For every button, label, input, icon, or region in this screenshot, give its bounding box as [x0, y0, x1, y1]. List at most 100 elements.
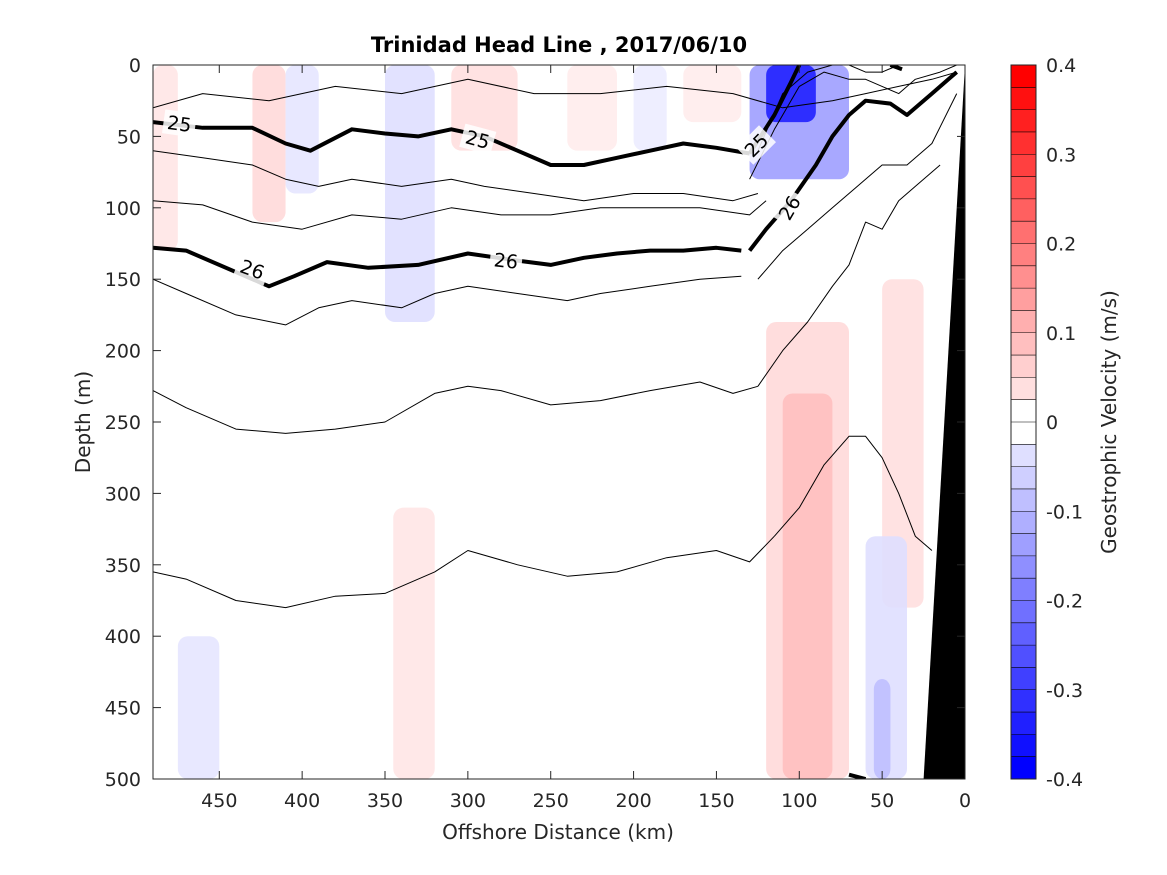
colorbar-segment — [1011, 555, 1036, 579]
isopycnal-line — [153, 275, 742, 326]
isopycnal-line — [153, 381, 759, 434]
colorbar-segment — [1011, 198, 1036, 222]
velocity-patch — [252, 65, 286, 223]
y-tick-label: 200 — [105, 341, 141, 363]
colorbar-segment — [1011, 600, 1036, 624]
colorbar-segment — [1011, 265, 1036, 289]
velocity-field — [153, 65, 924, 779]
y-tick-label: 500 — [105, 769, 141, 791]
x-tick-label: 400 — [284, 790, 320, 812]
colorbar-segment — [1011, 488, 1036, 512]
colorbar-segment — [1011, 332, 1036, 356]
contour-label-bg — [488, 246, 524, 275]
colorbar-segment — [1011, 756, 1036, 780]
y-tick-label: 150 — [105, 269, 141, 291]
colorbar-segment — [1011, 466, 1036, 490]
x-tick-label: 50 — [870, 790, 894, 812]
contour-label-bg — [161, 109, 198, 138]
colorbar-segment — [1011, 355, 1036, 378]
isopycnal-bold-line — [889, 65, 903, 72]
colorbar-tick-label: -0.4 — [1046, 769, 1083, 791]
colorbar-segment — [1011, 131, 1036, 155]
y-axis-label: Depth (m) — [71, 371, 95, 473]
velocity-patch — [633, 65, 667, 151]
y-tick-label: 250 — [105, 412, 141, 434]
colorbar-segment — [1011, 288, 1036, 311]
colorbar-segment — [1011, 444, 1036, 468]
velocity-patch — [393, 507, 435, 779]
x-tick-label: 300 — [450, 790, 486, 812]
colorbar-segment — [1011, 622, 1036, 646]
x-tick-label: 350 — [367, 790, 403, 812]
colorbar-segment — [1011, 667, 1036, 691]
y-tick-label: 300 — [105, 483, 141, 505]
y-tick-label: 350 — [105, 555, 141, 577]
colorbar-tick-label: 0.3 — [1046, 144, 1076, 166]
velocity-patch — [683, 65, 742, 123]
x-tick-label: 0 — [959, 790, 971, 812]
y-axis: 0 50 100 150 200 250 300 350 400 450 500 — [105, 55, 965, 791]
colorbar-segment — [1011, 533, 1036, 557]
colorbar-segment — [1011, 109, 1036, 133]
colorbar-segment — [1011, 399, 1036, 423]
velocity-patch — [882, 279, 924, 608]
colorbar-tick-label: -0.3 — [1046, 680, 1083, 702]
velocity-patch — [782, 393, 833, 779]
y-tick-label: 100 — [105, 198, 141, 220]
colorbar-segment — [1011, 310, 1036, 334]
colorbar-segment — [1011, 511, 1036, 535]
y-tick-label: 450 — [105, 698, 141, 720]
colorbar-tick-label: 0.4 — [1046, 55, 1076, 77]
x-tick-label: 150 — [698, 790, 734, 812]
velocity-patch — [567, 65, 617, 151]
velocity-patch — [177, 636, 220, 779]
x-tick-label: 450 — [201, 790, 237, 812]
colorbar-segment — [1011, 243, 1036, 267]
velocity-patch — [385, 65, 435, 323]
chart-title: Trinidad Head Line , 2017/06/10 — [371, 33, 747, 57]
x-axis-label: Offshore Distance (km) — [442, 820, 674, 844]
colorbar-segment — [1011, 65, 1036, 88]
colorbar-segment — [1011, 645, 1036, 668]
bathymetry-polygon — [923, 65, 965, 779]
bathymetry — [923, 65, 965, 779]
colorbar-segment — [1011, 689, 1036, 713]
contour-label-bg — [770, 187, 808, 228]
colorbar-tick-label: -0.1 — [1046, 501, 1083, 523]
y-tick-label: 400 — [105, 626, 141, 648]
y-tick-label: 0 — [129, 55, 141, 77]
x-tick-label: 100 — [781, 790, 817, 812]
contour-label: 25 — [161, 109, 198, 138]
x-tick-label: 200 — [615, 790, 651, 812]
y-tick-label: 50 — [117, 126, 141, 148]
isopycnal-line — [153, 200, 767, 230]
colorbar: 0.4 0.3 0.2 0.1 0 -0.1 -0.2 -0.3 -0.4 — [1010, 55, 1083, 791]
colorbar-tick-label: 0 — [1046, 412, 1058, 434]
velocity-patch — [873, 679, 891, 779]
colorbar-segment — [1011, 87, 1036, 111]
colorbar-tick-label: 0.2 — [1046, 234, 1076, 256]
isopycnal-line — [757, 93, 958, 280]
x-tick-label: 250 — [533, 790, 569, 812]
contour-label-bg — [459, 123, 497, 156]
colorbar-segment — [1011, 221, 1036, 244]
contour-label-text: 25 — [166, 112, 193, 137]
colorbar-label: Geostrophic Velocity (m/s) — [1097, 290, 1121, 554]
colorbar-segment — [1011, 422, 1036, 445]
colorbar-segment — [1011, 578, 1036, 601]
isopycnal-line — [153, 535, 775, 609]
contour-label-text: 26 — [493, 249, 519, 273]
isopycnal-line — [774, 435, 933, 551]
x-axis: 450 400 350 300 250 200 150 100 50 0 — [201, 65, 971, 812]
contour-label-bg — [233, 252, 272, 286]
isopycnal-line — [153, 71, 957, 109]
contour-label-bg — [736, 125, 776, 165]
colorbar-segment — [1011, 377, 1036, 401]
isopycnal-line — [153, 150, 759, 202]
isopycnal-line — [749, 65, 957, 180]
colorbar-frame — [1010, 64, 1037, 780]
colorbar-segment — [1011, 712, 1036, 735]
